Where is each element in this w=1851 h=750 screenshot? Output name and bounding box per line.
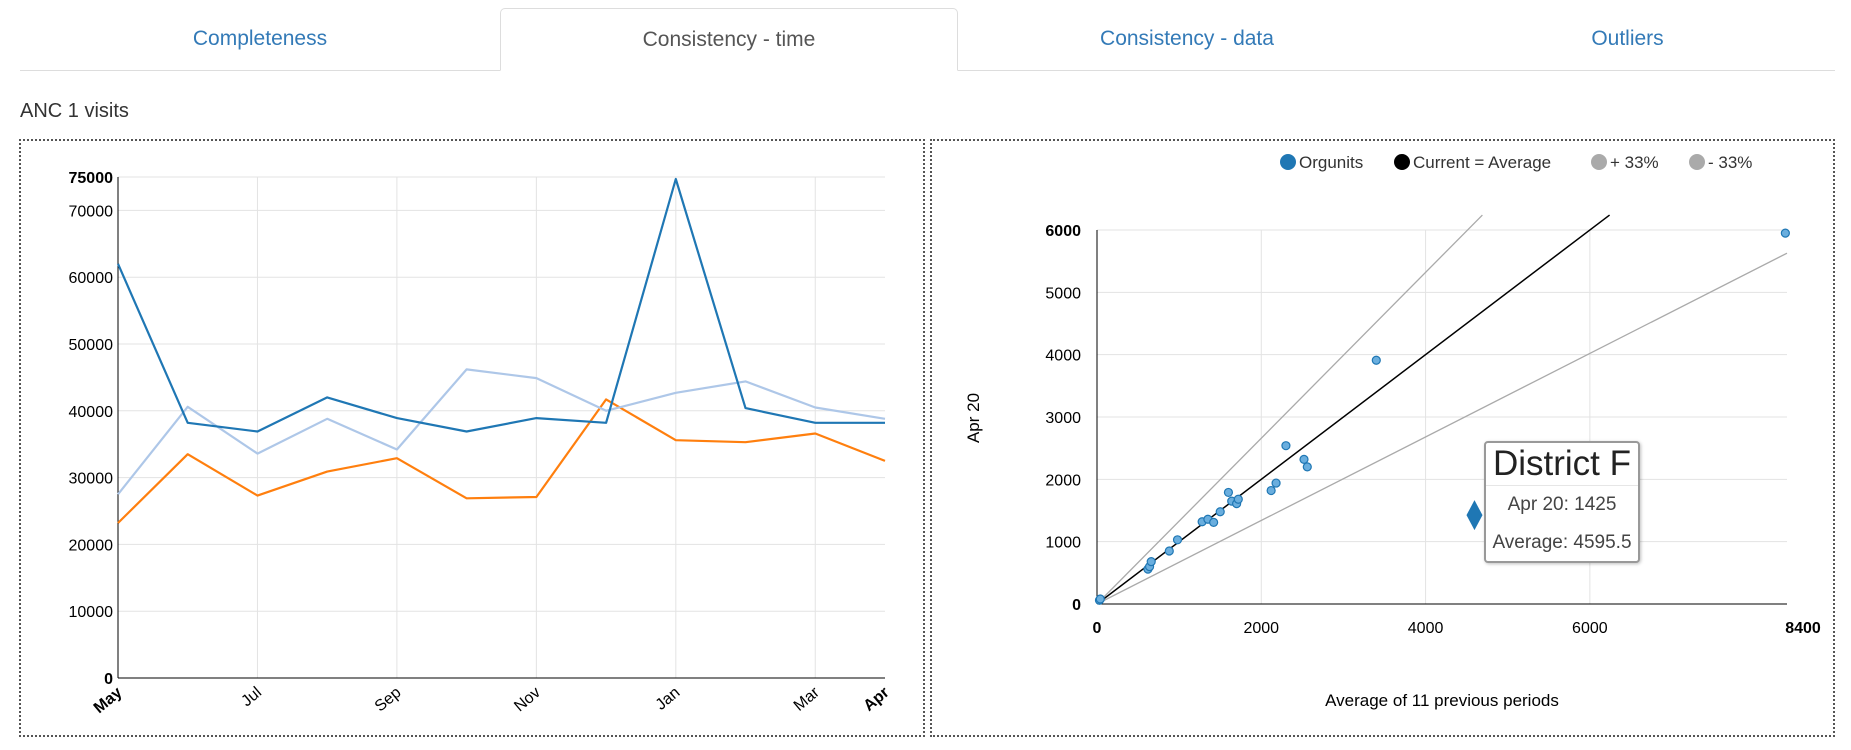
tab-consistency-time[interactable]: Consistency - time xyxy=(500,8,958,71)
tooltip-value: Apr 20: 1425 xyxy=(1507,494,1617,515)
tab-completeness[interactable]: Completeness xyxy=(192,27,328,50)
scatter-chart-panel xyxy=(930,139,1835,737)
point-tooltip: District F Apr 20: 1425 Average: 4595.5 xyxy=(1484,441,1640,563)
tab-bar: Completeness Consistency - time Consiste… xyxy=(20,8,1835,71)
indicator-title: ANC 1 visits xyxy=(20,100,129,122)
tab-consistency-data[interactable]: Consistency - data xyxy=(1100,27,1274,50)
tooltip-title: District F xyxy=(1486,443,1638,486)
tab-outliers[interactable]: Outliers xyxy=(1591,27,1664,50)
time-chart-panel xyxy=(19,139,925,737)
tooltip-average: Average: 4595.5 xyxy=(1492,532,1632,553)
